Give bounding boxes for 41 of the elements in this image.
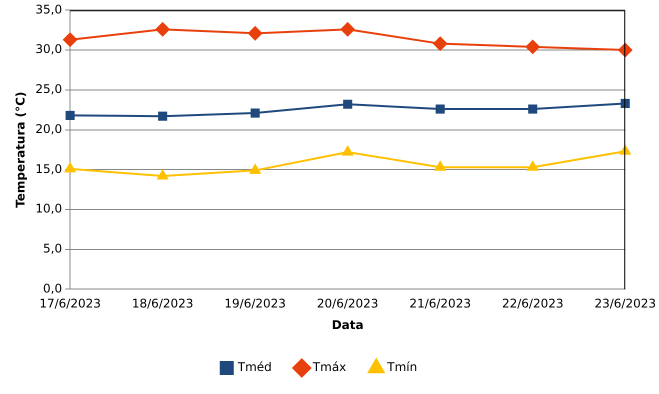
point bbox=[433, 36, 448, 51]
point bbox=[528, 104, 538, 114]
y-tick-label: 25,0 bbox=[35, 82, 62, 96]
y-axis-title: Temperatura (°C) bbox=[13, 92, 28, 208]
point bbox=[527, 161, 538, 171]
y-tick-label: 10,0 bbox=[35, 202, 62, 216]
point bbox=[157, 170, 168, 180]
x-tick-label: 23/6/2023 bbox=[594, 296, 656, 311]
point bbox=[63, 32, 78, 47]
x-tick-label: 19/6/2023 bbox=[224, 296, 286, 311]
point bbox=[156, 22, 170, 36]
legend-label: Tmáx bbox=[312, 360, 346, 374]
point bbox=[620, 145, 631, 155]
y-tick-label: 0,0 bbox=[43, 281, 62, 296]
legend-label: Tméd bbox=[236, 360, 272, 374]
point bbox=[618, 43, 632, 58]
x-tick-label: 17/6/2023 bbox=[39, 296, 101, 311]
point bbox=[343, 100, 352, 109]
point bbox=[340, 22, 355, 36]
point bbox=[436, 104, 445, 114]
y-tick-label: 15,0 bbox=[35, 162, 62, 176]
x-tick-label: 20/6/2023 bbox=[316, 296, 378, 311]
y-tick-label: 30,0 bbox=[35, 42, 62, 56]
point bbox=[526, 40, 540, 54]
y-tick-label: 5,0 bbox=[43, 241, 62, 256]
point bbox=[434, 161, 446, 171]
y-tick-label: 20,0 bbox=[35, 122, 62, 136]
point bbox=[620, 98, 630, 108]
x-tick-label: 18/6/2023 bbox=[132, 296, 194, 311]
x-axis-title: Data bbox=[332, 318, 364, 332]
point bbox=[250, 108, 260, 118]
x-tick-label: 22/6/2023 bbox=[502, 296, 564, 311]
point bbox=[64, 162, 76, 172]
point bbox=[250, 164, 260, 174]
point bbox=[342, 146, 354, 156]
point bbox=[248, 26, 262, 40]
legend-label: Tmín bbox=[386, 360, 418, 374]
x-tick-label: 21/6/2023 bbox=[409, 296, 471, 311]
y-tick-label: 35,0 bbox=[35, 2, 62, 16]
point bbox=[158, 112, 168, 121]
point bbox=[66, 110, 75, 120]
